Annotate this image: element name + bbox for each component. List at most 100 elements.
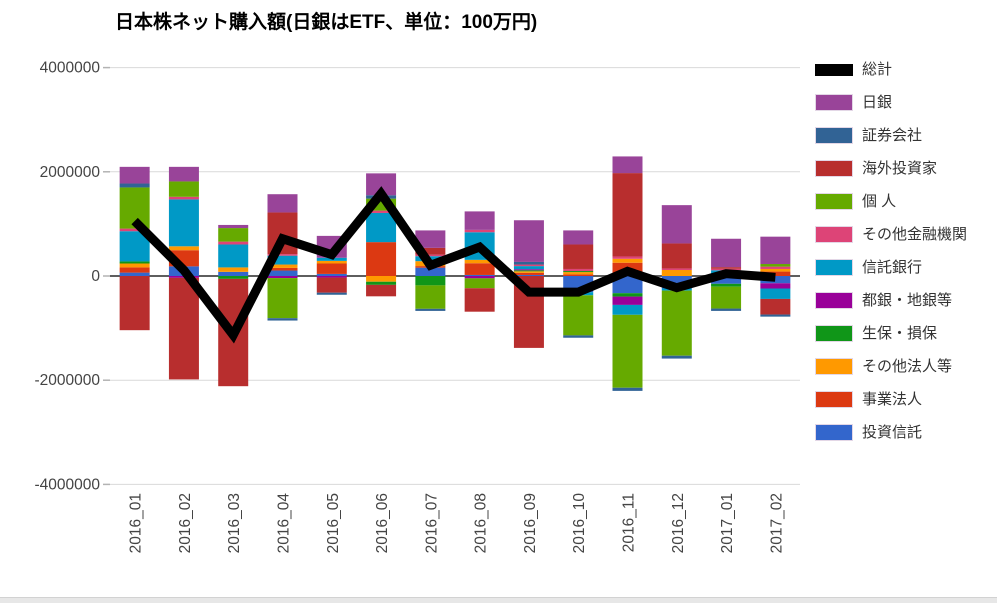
bar-segment[interactable] [464,211,495,230]
bar-segment[interactable] [513,261,544,265]
bar-segment[interactable] [366,173,397,196]
legend-item[interactable]: 事業法人 [815,391,995,408]
bar-segment[interactable] [612,173,643,257]
bar-segment[interactable] [168,246,199,251]
bar-segment[interactable] [119,263,150,268]
bar-segment[interactable] [513,272,544,275]
bar-segment[interactable] [760,266,791,269]
bar-segment[interactable] [415,254,446,257]
bar-segment[interactable] [563,271,594,273]
legend-item[interactable]: 海外投資家 [815,160,995,177]
bar-segment[interactable] [464,263,495,275]
bar-segment[interactable] [563,244,594,269]
bar-segment[interactable] [711,283,742,287]
bar-segment[interactable] [415,308,446,311]
bar-segment[interactable] [267,254,298,256]
bar-segment[interactable] [612,293,643,297]
bar-segment[interactable] [711,276,742,284]
bar-segment[interactable] [366,242,397,276]
bar-segment[interactable] [760,288,791,299]
bar-segment[interactable] [267,278,298,319]
bar-segment[interactable] [415,276,446,286]
bar-segment[interactable] [661,268,692,271]
bar-segment[interactable] [661,290,692,356]
bar-segment[interactable] [415,267,446,276]
bar-segment[interactable] [563,268,594,272]
bar-segment[interactable] [563,295,594,336]
bar-segment[interactable] [612,256,643,259]
bar-segment[interactable] [218,228,249,242]
legend-item[interactable]: 信託銀行 [815,259,995,276]
bar-segment[interactable] [711,286,742,309]
bar-segment[interactable] [513,220,544,262]
legend-item[interactable]: 都銀・地銀等 [815,292,995,309]
legend-item[interactable]: 生保・損保 [815,325,995,342]
bar-segment[interactable] [119,228,150,232]
bar-segment[interactable] [464,276,495,279]
bar-segment[interactable] [267,267,298,271]
legend-item[interactable]: 投資信託 [815,424,995,441]
bar-segment[interactable] [366,284,397,297]
bar-segment[interactable] [119,272,150,276]
bar-segment[interactable] [513,269,544,271]
bar-segment[interactable] [218,224,249,229]
bar-segment[interactable] [563,230,594,245]
bar-segment[interactable] [168,199,199,247]
bar-segment[interactable] [415,247,446,255]
bar-segment[interactable] [464,288,495,312]
legend-item[interactable]: 総計 [815,61,995,78]
bar-segment[interactable] [415,230,446,248]
bar-segment[interactable] [464,259,495,264]
bar-segment[interactable] [218,267,249,272]
bar-segment[interactable] [612,156,643,174]
bar-segment[interactable] [316,263,347,274]
bar-segment[interactable] [366,212,397,243]
bar-segment[interactable] [711,267,742,269]
bar-segment[interactable] [316,260,347,264]
bar-segment[interactable] [661,270,692,276]
bar-segment[interactable] [513,274,544,276]
bar-segment[interactable] [119,183,150,188]
legend-item[interactable]: 個 人 [815,193,995,210]
bar-segment[interactable] [760,314,791,317]
bar-segment[interactable] [760,268,791,272]
bar-segment[interactable] [267,318,298,321]
bar-segment[interactable] [513,270,544,272]
total-line[interactable] [131,186,776,344]
bar-segment[interactable] [218,271,249,276]
bar-segment[interactable] [612,304,643,315]
bar-segment[interactable] [612,296,643,305]
bar-segment[interactable] [464,278,495,289]
bar-segment[interactable] [415,285,446,309]
bar-segment[interactable] [366,210,397,213]
bar-segment[interactable] [218,276,249,279]
bar-segment[interactable] [612,276,643,294]
bar-segment[interactable] [267,255,298,265]
bar-segment[interactable] [513,271,544,273]
bar-segment[interactable] [119,166,150,184]
legend-item[interactable]: その他法人等 [815,358,995,375]
bar-segment[interactable] [267,264,298,268]
bar-segment[interactable] [168,181,199,197]
bar-segment[interactable] [711,238,742,268]
bar-segment[interactable] [366,198,397,211]
bar-segment[interactable] [563,274,594,276]
bar-segment[interactable] [218,241,249,245]
bar-segment[interactable] [168,277,199,380]
bar-segment[interactable] [612,258,643,263]
bar-segment[interactable] [119,261,150,264]
bar-segment[interactable] [612,387,643,391]
legend-item[interactable]: 証券会社 [815,127,995,144]
bar-segment[interactable] [661,243,692,269]
bar-segment[interactable] [760,283,791,289]
bar-segment[interactable] [513,264,544,267]
bar-segment[interactable] [760,276,791,284]
legend-item[interactable]: 日銀 [815,94,995,111]
bar-segment[interactable] [563,272,594,275]
bar-segment[interactable] [661,205,692,244]
bar-segment[interactable] [168,196,199,200]
bar-segment[interactable] [316,277,347,293]
bar-segment[interactable] [267,276,298,279]
bar-segment[interactable] [661,355,692,359]
bar-segment[interactable] [760,264,791,267]
